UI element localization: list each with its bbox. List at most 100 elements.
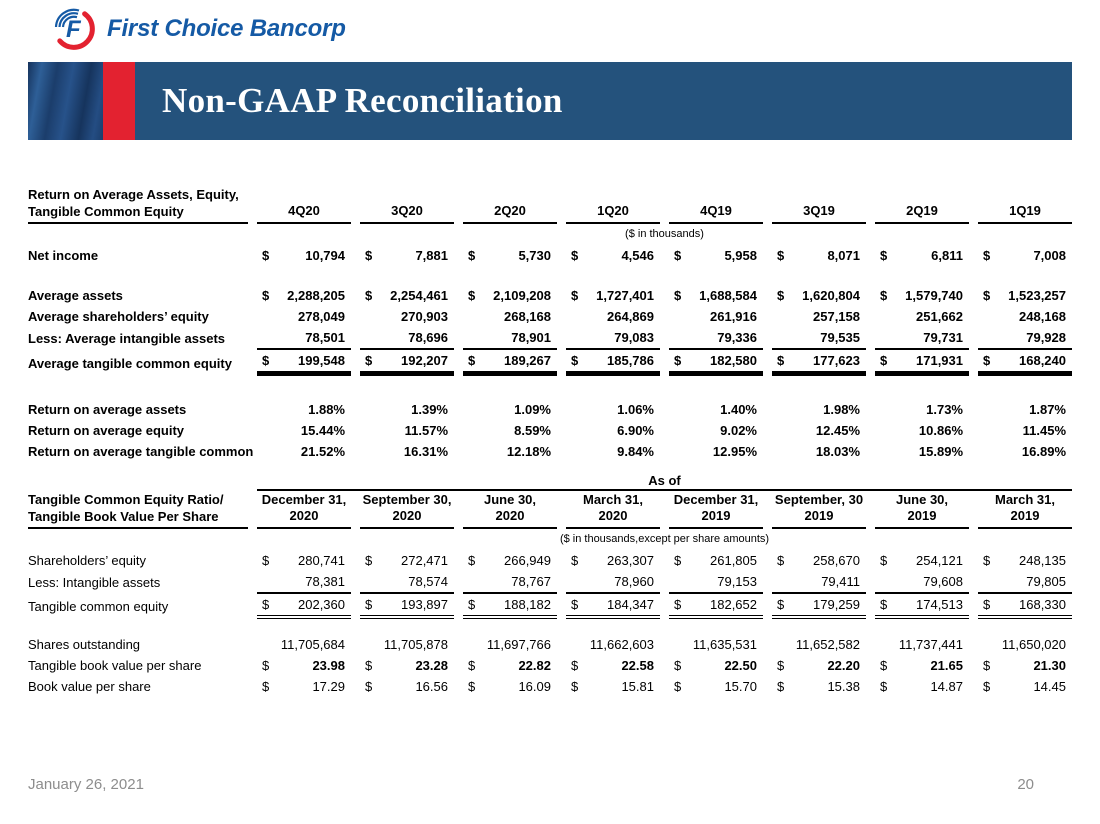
cell-value: 1.98% [823, 402, 860, 417]
cell-value: 78,767 [463, 571, 557, 594]
cell-value: $21.65 [880, 658, 963, 673]
cell-value: 78,901 [463, 327, 557, 350]
cell-value: $188,182 [463, 594, 557, 619]
table-row: Less: Intangible assets 78,381 78,574 78,76… [28, 571, 1072, 594]
cell-value: 1.73% [926, 402, 963, 417]
cell-value: $2,109,208 [468, 288, 551, 303]
column-header: September, 30 2019 [772, 491, 866, 529]
company-logo: F First Choice Bancorp [52, 7, 346, 51]
table-row: Book value per share $17.29 $16.56 $16.09 $1… [28, 676, 1072, 697]
cell-value: $193,897 [360, 594, 454, 619]
first-choice-logo-icon: F [54, 8, 95, 50]
cell-value: 15.44% [300, 423, 345, 438]
column-header: March 31, 2019 [978, 491, 1072, 529]
cell-value: 79,411 [772, 571, 866, 594]
table-title: Return on Average Assets, Equity, Tangibl… [28, 186, 248, 224]
column-header: 4Q19 [669, 186, 763, 224]
cell-value: $280,741 [262, 553, 345, 568]
cell-value: 11.57% [404, 423, 448, 438]
cell-value: $16.56 [365, 679, 448, 694]
page-number: 20 [1017, 776, 1034, 793]
cell-value: $263,307 [571, 553, 654, 568]
units-note: ($ in thousands,except per share amounts… [559, 533, 770, 545]
cell-value: $258,670 [777, 553, 860, 568]
cell-value: $16.09 [468, 679, 551, 694]
row-label: Average shareholders’ equity [28, 309, 209, 324]
as-of-label: As of [257, 468, 1072, 491]
cell-value: 278,049 [298, 309, 345, 324]
cell-value: $182,580 [669, 350, 763, 376]
cell-value: $254,121 [880, 553, 963, 568]
cell-value: $4,546 [571, 248, 654, 263]
cell-value: 12.18% [506, 444, 551, 459]
cell-value: 79,153 [669, 571, 763, 594]
cell-value: $1,727,401 [571, 288, 654, 303]
cell-value: 79,608 [875, 571, 969, 594]
row-label: Return on average equity [28, 423, 185, 438]
cell-value: $22.58 [571, 658, 654, 673]
cell-value: 8.59% [514, 423, 551, 438]
cell-value: $1,523,257 [983, 288, 1066, 303]
header-row: Return on Average Assets, Equity, Tangibl… [28, 186, 1072, 224]
cell-value: $7,881 [365, 248, 448, 263]
table-row: Tangible book value per share $23.98 $23.2… [28, 655, 1072, 676]
cell-value: $17.29 [262, 679, 345, 694]
column-header: December 31, 2020 [257, 491, 351, 529]
table-row: Less: Average intangible assets 78,501 78,… [28, 327, 1072, 350]
cell-value: $1,579,740 [880, 288, 963, 303]
cell-value: 1.39% [411, 402, 448, 417]
column-header: September 30, 2020 [360, 491, 454, 529]
cell-value: $266,949 [468, 553, 551, 568]
cell-value: $2,254,461 [365, 288, 448, 303]
tangible-common-equity-table: As of Tangible Common Equity Ratio/Tangib… [19, 468, 1081, 697]
cell-value: 21.52% [300, 444, 345, 459]
table-row: Shares outstanding 11,705,684 11,705,878 11… [28, 634, 1072, 655]
cell-value: $174,513 [875, 594, 969, 619]
cell-value: 11,705,684 [280, 637, 345, 652]
row-label: Shares outstanding [28, 637, 141, 652]
cell-value: $23.28 [365, 658, 448, 673]
cell-value: $14.45 [983, 679, 1066, 694]
cell-value: $168,240 [978, 350, 1072, 376]
cell-value: 1.87% [1029, 402, 1066, 417]
cell-value: 270,903 [401, 309, 448, 324]
banner-red-stripe [103, 62, 135, 140]
cell-value: $202,360 [257, 594, 351, 619]
cell-value: 16.89% [1021, 444, 1066, 459]
cell-value: $184,347 [566, 594, 660, 619]
cell-value: 15.89% [918, 444, 963, 459]
table-row: Return on average tangible common 21.52% 1… [28, 441, 1072, 462]
spacer-row [28, 619, 1072, 634]
cell-value: 9.02% [720, 423, 757, 438]
table-title: Tangible Common Equity Ratio/Tangible Bo… [28, 491, 248, 529]
cell-value: $21.30 [983, 658, 1066, 673]
svg-text:F: F [66, 16, 82, 43]
cell-value: 11,662,603 [589, 637, 654, 652]
table-row: Return on average assets 1.88% 1.39% 1.09% 1… [28, 399, 1072, 420]
cell-value: 11,737,441 [898, 637, 963, 652]
page-title: Non-GAAP Reconciliation [162, 81, 563, 120]
cell-value: $1,620,804 [777, 288, 860, 303]
cell-value: 11,705,878 [383, 637, 448, 652]
row-label: Return on average assets [28, 402, 187, 417]
return-on-assets-equity-table: Return on Average Assets, Equity, Tangibl… [19, 186, 1081, 462]
row-label: Tangible common equity [28, 599, 169, 614]
cell-value: 79,535 [772, 327, 866, 350]
cell-value: $2,288,205 [262, 288, 345, 303]
column-header: 2Q19 [875, 186, 969, 224]
slide-date: January 26, 2021 [28, 776, 144, 793]
as-of-row: As of [28, 468, 1072, 491]
cell-value: 79,083 [566, 327, 660, 350]
cell-value: 11,635,531 [692, 637, 757, 652]
cell-value: 79,336 [669, 327, 763, 350]
cell-value: $171,931 [875, 350, 969, 376]
cell-value: 78,960 [566, 571, 660, 594]
cell-value: $179,259 [772, 594, 866, 619]
cell-value: 79,805 [978, 571, 1072, 594]
row-label: Shareholders’ equity [28, 553, 147, 568]
cell-value: $192,207 [360, 350, 454, 376]
cell-value: 1.06% [617, 402, 654, 417]
table-row: Return on average equity 15.44% 11.57% 8.59… [28, 420, 1072, 441]
cell-value: $23.98 [262, 658, 345, 673]
spacer-row [28, 266, 1072, 285]
